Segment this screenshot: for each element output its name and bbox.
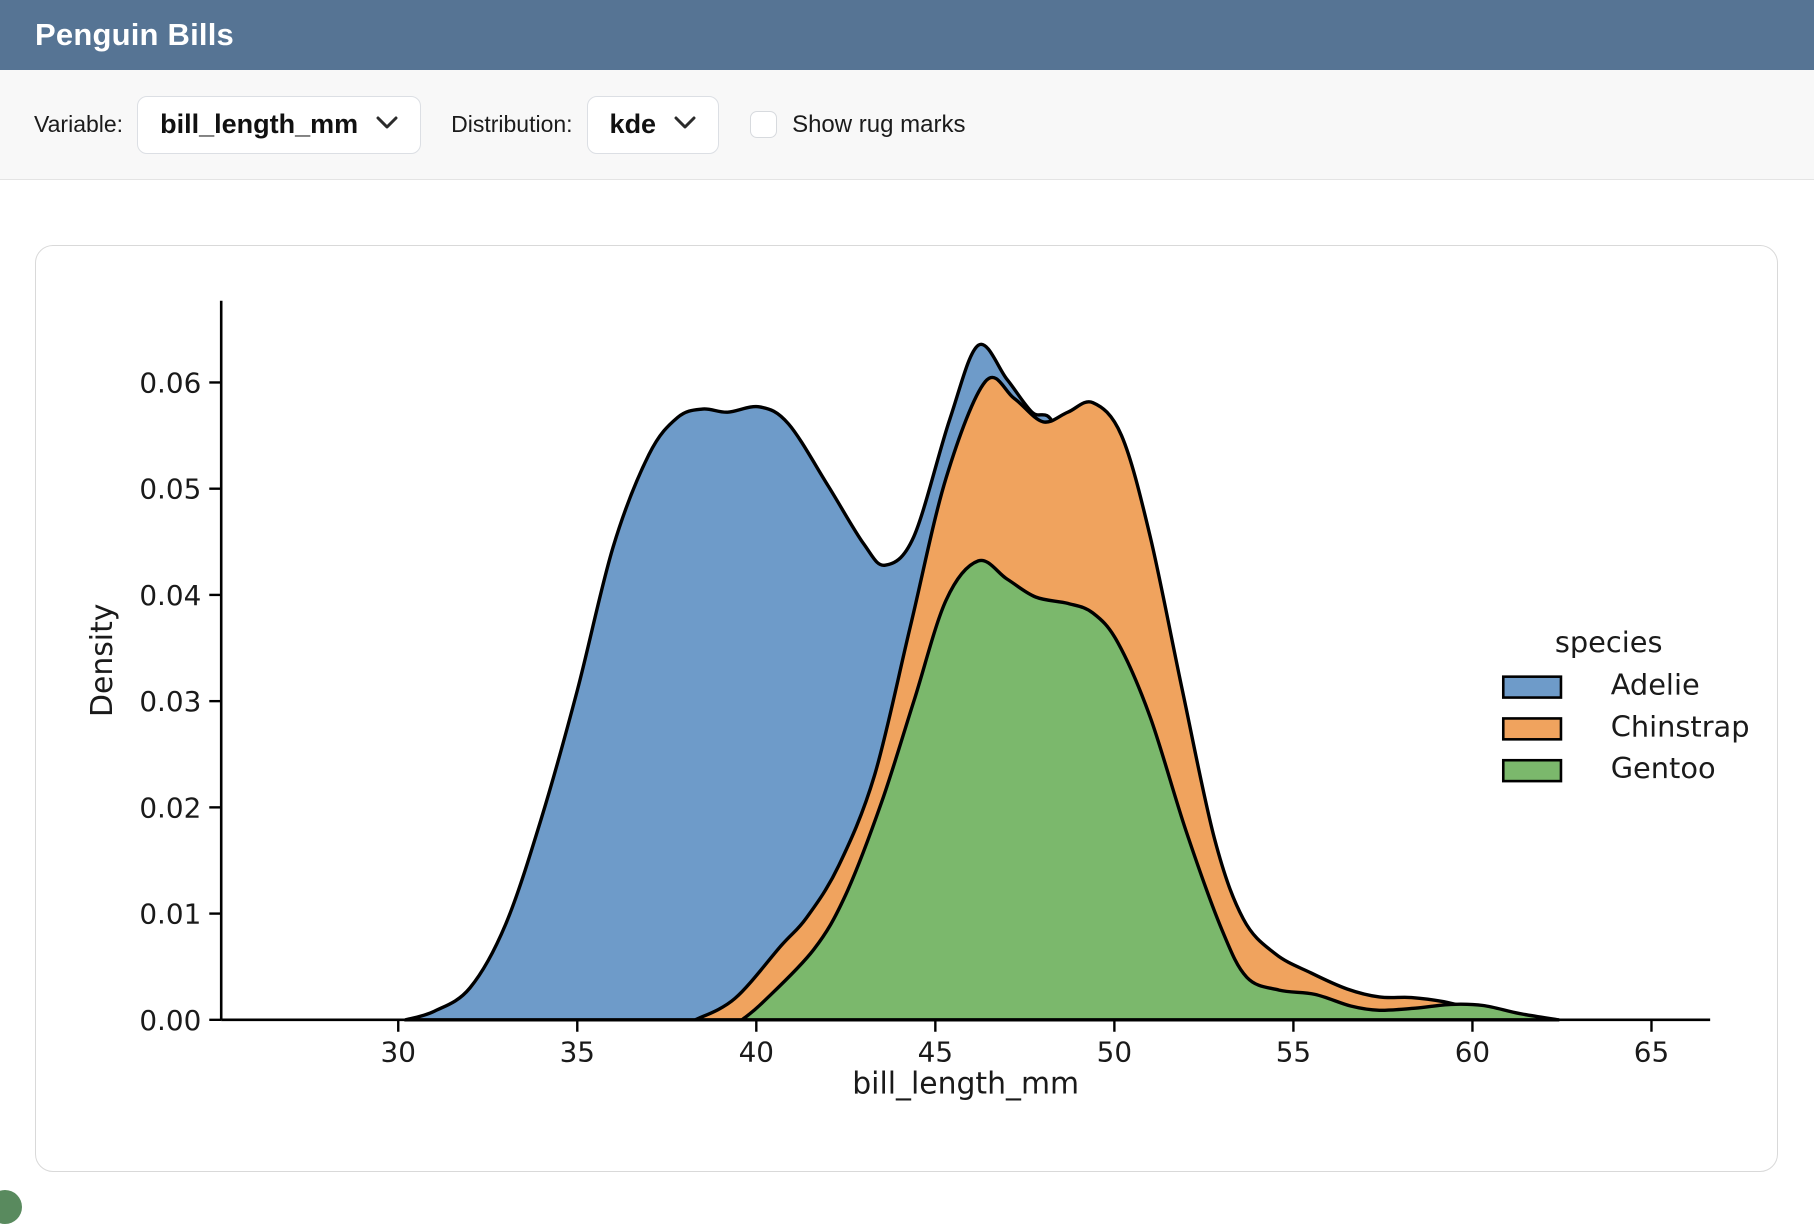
x-tick-label: 50 bbox=[1097, 1036, 1132, 1069]
x-tick-label: 55 bbox=[1276, 1036, 1311, 1069]
legend-label-chinstrap: Chinstrap bbox=[1611, 709, 1750, 743]
legend-swatch-adelie bbox=[1501, 675, 1563, 699]
x-axis-label: bill_length_mm bbox=[852, 1066, 1079, 1101]
plot-card: 30 35 40 45 50 55 60 65 0.00 0.01 0.02 0.03 0.04 0.05… bbox=[35, 245, 1778, 1172]
variable-select-value: bill_length_mm bbox=[160, 109, 359, 139]
chevron-down-icon bbox=[376, 116, 398, 133]
legend-swatch-chinstrap bbox=[1501, 717, 1563, 741]
x-tick-label: 40 bbox=[739, 1036, 774, 1069]
page-title: Penguin Bills bbox=[35, 17, 234, 52]
legend-title: species bbox=[1555, 625, 1663, 659]
x-tick-label: 45 bbox=[918, 1036, 953, 1069]
legend-label-adelie: Adelie bbox=[1611, 668, 1700, 702]
x-tick-label: 65 bbox=[1634, 1036, 1669, 1069]
distribution-label: Distribution: bbox=[451, 111, 573, 137]
variable-label: Variable: bbox=[34, 111, 124, 137]
kde-plot: 30 35 40 45 50 55 60 65 0.00 0.01 0.02 0.03 0.04 0.05… bbox=[85, 300, 1750, 1101]
y-tick-label: 0.03 bbox=[139, 685, 201, 718]
rug-checkbox-label[interactable]: Show rug marks bbox=[792, 110, 966, 138]
corner-logo bbox=[0, 1190, 22, 1224]
y-axis-label: Density bbox=[85, 604, 120, 717]
toolbar: Variable: bill_length_mm Distribution: k… bbox=[0, 70, 1814, 180]
x-tick-label: 60 bbox=[1455, 1036, 1490, 1069]
legend-swatch-gentoo bbox=[1501, 758, 1563, 783]
x-tick-label: 30 bbox=[381, 1036, 416, 1069]
y-tick-label: 0.05 bbox=[139, 473, 201, 506]
kde-area-gentoo bbox=[740, 558, 1561, 1022]
distribution-select-value: kde bbox=[609, 109, 657, 139]
y-tick-label: 0.01 bbox=[139, 898, 201, 931]
y-tick-label: 0.04 bbox=[139, 579, 201, 612]
rug-checkbox[interactable] bbox=[750, 111, 778, 138]
y-tick-label: 0.02 bbox=[139, 791, 201, 824]
variable-select[interactable]: bill_length_mm bbox=[137, 95, 422, 154]
y-tick-label: 0.00 bbox=[139, 1004, 201, 1037]
main-content: 30 35 40 45 50 55 60 65 0.00 0.01 0.02 0.03 0.04 0.05… bbox=[0, 180, 1814, 1172]
app-header: Penguin Bills bbox=[0, 0, 1814, 70]
chevron-down-icon bbox=[674, 116, 696, 133]
distribution-select[interactable]: kde bbox=[586, 95, 720, 154]
y-tick-label: 0.06 bbox=[139, 366, 201, 399]
x-tick-label: 35 bbox=[560, 1036, 595, 1069]
legend-label-gentoo: Gentoo bbox=[1611, 751, 1716, 785]
